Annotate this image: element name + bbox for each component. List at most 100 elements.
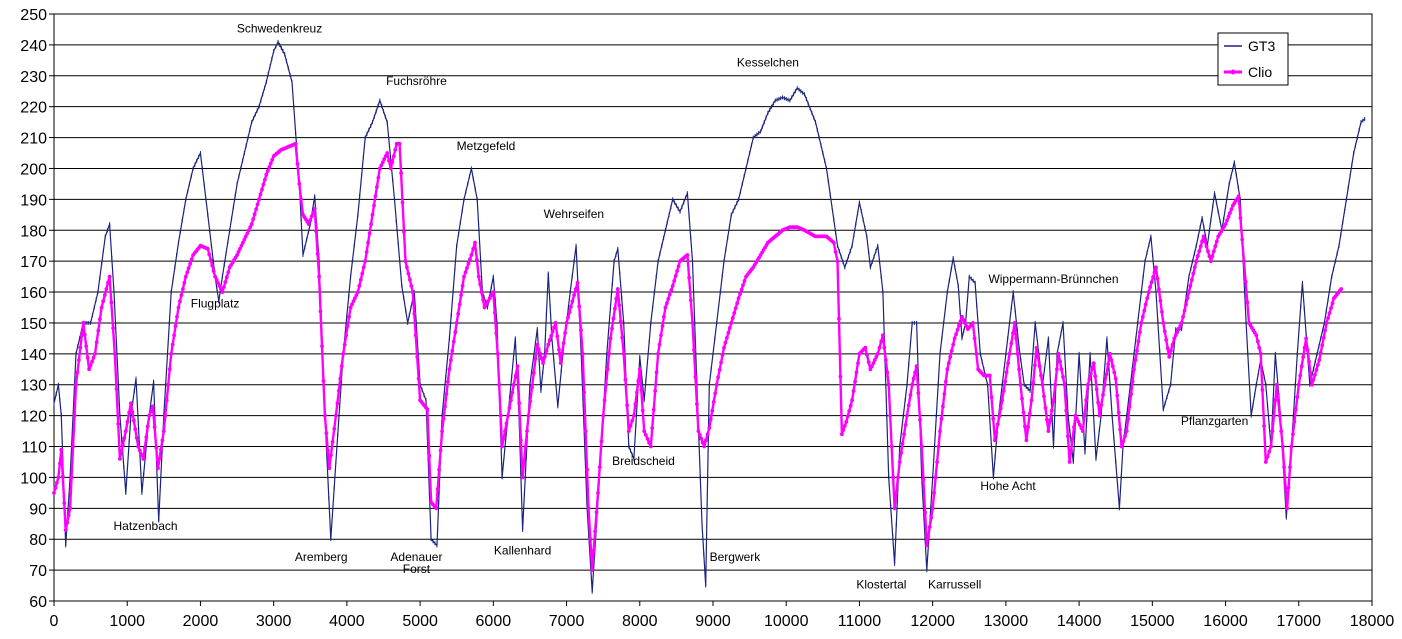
data-point bbox=[1139, 321, 1144, 325]
data-point bbox=[129, 401, 133, 406]
data-point bbox=[1091, 361, 1096, 365]
data-point bbox=[1145, 296, 1150, 301]
data-point bbox=[1191, 271, 1196, 276]
data-point bbox=[525, 429, 529, 433]
data-point bbox=[351, 299, 356, 304]
data-point bbox=[363, 259, 368, 264]
data-point bbox=[564, 321, 569, 325]
data-point bbox=[391, 154, 396, 159]
data-point bbox=[297, 182, 302, 186]
data-point bbox=[586, 506, 591, 511]
data-point bbox=[1101, 393, 1105, 397]
data-point bbox=[1106, 362, 1111, 366]
data-point bbox=[1006, 361, 1010, 365]
data-point bbox=[613, 306, 617, 311]
data-point bbox=[963, 321, 967, 325]
data-point bbox=[1323, 328, 1327, 333]
data-point bbox=[1176, 327, 1181, 331]
data-point bbox=[478, 282, 483, 287]
data-point bbox=[597, 465, 602, 469]
data-point bbox=[1045, 417, 1049, 422]
data-point bbox=[573, 287, 578, 291]
data-point bbox=[1072, 425, 1076, 430]
data-point bbox=[249, 222, 254, 227]
data-point bbox=[1295, 395, 1300, 399]
data-point bbox=[1055, 367, 1059, 372]
data-point bbox=[1170, 342, 1175, 347]
data-point bbox=[1040, 382, 1045, 387]
data-point bbox=[1070, 436, 1075, 441]
data-point bbox=[149, 409, 153, 413]
data-point bbox=[1184, 302, 1188, 307]
data-point bbox=[879, 339, 884, 344]
data-point bbox=[1017, 367, 1021, 372]
data-point bbox=[315, 252, 320, 256]
data-point bbox=[179, 293, 184, 297]
y-tick-label: 230 bbox=[20, 69, 47, 86]
data-point bbox=[594, 510, 599, 515]
data-point bbox=[367, 231, 372, 236]
data-point bbox=[1285, 506, 1289, 511]
data-point bbox=[185, 270, 190, 275]
data-point bbox=[405, 265, 409, 270]
data-point bbox=[181, 287, 185, 291]
data-point bbox=[955, 327, 960, 332]
data-point bbox=[560, 351, 565, 355]
x-tick-label: 11000 bbox=[838, 613, 881, 630]
data-point bbox=[462, 274, 466, 279]
data-point bbox=[994, 430, 999, 435]
data-point bbox=[136, 444, 141, 449]
data-point bbox=[1273, 398, 1278, 403]
data-point bbox=[853, 379, 857, 384]
data-point bbox=[710, 408, 715, 413]
data-point bbox=[889, 444, 894, 449]
data-point bbox=[63, 528, 68, 532]
series-line-gt3 bbox=[53, 41, 1366, 593]
data-point bbox=[725, 335, 729, 340]
data-point bbox=[443, 404, 447, 409]
data-point bbox=[334, 413, 338, 418]
data-point bbox=[513, 373, 518, 378]
x-tick-label: 13000 bbox=[984, 613, 1029, 630]
data-point bbox=[358, 277, 363, 282]
data-point bbox=[260, 187, 264, 192]
annotation-label: Fuchsröhre bbox=[386, 74, 447, 88]
data-point bbox=[1207, 254, 1212, 259]
data-point bbox=[702, 444, 707, 449]
data-point bbox=[257, 197, 261, 202]
data-point bbox=[938, 429, 942, 433]
data-point bbox=[1229, 207, 1234, 212]
data-point bbox=[704, 438, 708, 443]
data-point bbox=[840, 432, 844, 437]
data-point bbox=[1200, 239, 1204, 244]
data-point bbox=[1021, 410, 1026, 415]
data-point bbox=[437, 467, 441, 472]
data-point bbox=[361, 265, 366, 270]
y-axis: 60 70 80 90 100 110 120 130 140 150 160 170 180 190 20… bbox=[20, 7, 54, 611]
data-point bbox=[633, 402, 638, 406]
data-point bbox=[329, 453, 333, 457]
y-tick-label: 220 bbox=[20, 100, 47, 117]
x-tick-label: 2000 bbox=[183, 613, 219, 630]
data-point bbox=[1198, 244, 1203, 249]
data-point bbox=[720, 353, 725, 357]
data-point bbox=[58, 461, 62, 466]
data-point bbox=[1178, 324, 1183, 328]
data-point bbox=[924, 543, 929, 548]
data-point bbox=[660, 324, 665, 328]
data-point bbox=[1289, 444, 1294, 449]
data-point bbox=[615, 287, 620, 291]
data-point bbox=[399, 171, 403, 176]
data-point bbox=[434, 506, 439, 511]
data-point bbox=[267, 165, 272, 170]
data-point bbox=[245, 231, 250, 236]
data-point bbox=[364, 250, 369, 254]
data-point bbox=[1267, 449, 1272, 454]
data-point bbox=[471, 246, 476, 251]
data-point bbox=[833, 250, 838, 254]
data-point bbox=[987, 373, 992, 378]
y-tick-label: 210 bbox=[20, 131, 47, 148]
data-point bbox=[900, 441, 905, 446]
data-point bbox=[894, 491, 899, 495]
data-point bbox=[533, 356, 538, 361]
